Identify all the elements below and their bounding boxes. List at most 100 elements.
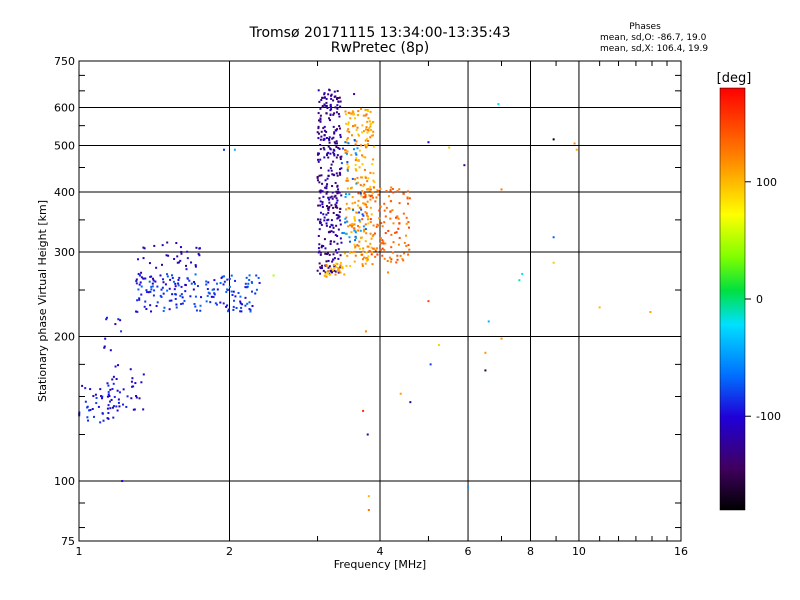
data-point [348, 236, 351, 239]
data-point [106, 395, 109, 398]
data-point [362, 225, 365, 228]
data-point [360, 208, 363, 211]
data-point [111, 387, 114, 390]
data-point [521, 272, 524, 275]
data-point [327, 174, 330, 177]
data-point [395, 261, 398, 264]
data-point [369, 218, 372, 221]
x-axis-ticks: 1 2 4 6 8 10 16 [76, 61, 688, 558]
data-point [427, 300, 430, 303]
data-point [323, 137, 326, 140]
x-tick-label: 16 [674, 545, 688, 558]
data-point [365, 144, 368, 147]
data-point [171, 274, 174, 277]
data-point [199, 304, 202, 307]
data-point [357, 134, 360, 137]
data-point [319, 143, 322, 146]
data-point [367, 245, 370, 248]
data-point [399, 254, 402, 257]
data-point [317, 152, 320, 155]
data-point [246, 285, 249, 288]
data-point [327, 218, 330, 221]
data-point [109, 388, 112, 391]
data-point [198, 254, 201, 257]
data-point [319, 158, 322, 161]
data-point [364, 108, 367, 111]
data-point [319, 204, 322, 207]
data-point [108, 395, 111, 398]
data-point [365, 126, 368, 129]
data-point [319, 120, 322, 123]
data-point [246, 302, 249, 305]
data-point [364, 176, 367, 179]
data-point [240, 306, 243, 309]
data-point [138, 397, 141, 400]
data-point [368, 189, 371, 192]
data-point [371, 163, 374, 166]
data-point [321, 201, 324, 204]
data-point [333, 154, 336, 157]
data-point [339, 264, 342, 267]
data-point [375, 247, 378, 250]
data-point [251, 304, 254, 307]
data-point [371, 263, 374, 266]
data-point [142, 373, 145, 376]
data-point [376, 253, 379, 256]
data-point [213, 292, 216, 295]
data-point [136, 299, 139, 302]
data-point [326, 207, 329, 210]
data-point [163, 306, 166, 309]
data-point [99, 388, 102, 391]
data-point [349, 264, 352, 267]
data-point [328, 117, 331, 120]
data-point [131, 385, 134, 388]
data-point [376, 189, 379, 192]
data-point [248, 274, 251, 277]
colorbar [719, 87, 746, 511]
data-point [99, 421, 102, 424]
data-point [142, 257, 145, 260]
data-point [151, 285, 154, 288]
data-point [145, 308, 148, 311]
data-point [140, 271, 143, 274]
data-point [467, 486, 470, 489]
data-point [107, 384, 110, 387]
data-point [317, 218, 320, 221]
data-point [353, 229, 356, 232]
data-point [100, 395, 103, 398]
data-point [255, 288, 258, 291]
data-point [364, 330, 367, 333]
data-point [147, 291, 150, 294]
data-point [377, 190, 380, 193]
data-point [330, 97, 333, 100]
data-point [326, 183, 329, 186]
data-point [361, 124, 364, 127]
data-point [329, 114, 332, 117]
data-point [254, 292, 257, 295]
data-point [112, 382, 115, 385]
data-point [258, 281, 261, 284]
data-point [334, 181, 337, 184]
data-point [333, 174, 336, 177]
data-point [390, 258, 393, 261]
data-point [350, 153, 353, 156]
data-point [402, 259, 405, 262]
data-point [161, 286, 164, 289]
data-point [135, 282, 138, 285]
data-point [174, 282, 177, 285]
data-point [180, 285, 183, 288]
data-point [329, 148, 332, 151]
data-point [381, 247, 384, 250]
data-point [323, 238, 326, 241]
data-point [186, 250, 189, 253]
data-point [357, 229, 360, 232]
data-point [352, 208, 355, 211]
data-point [330, 108, 333, 111]
data-point [317, 247, 320, 250]
data-point [222, 302, 225, 305]
data-point [392, 222, 395, 225]
data-point [463, 164, 466, 167]
x-tick-label: 10 [572, 545, 586, 558]
data-point [366, 128, 369, 131]
data-point [347, 123, 350, 126]
